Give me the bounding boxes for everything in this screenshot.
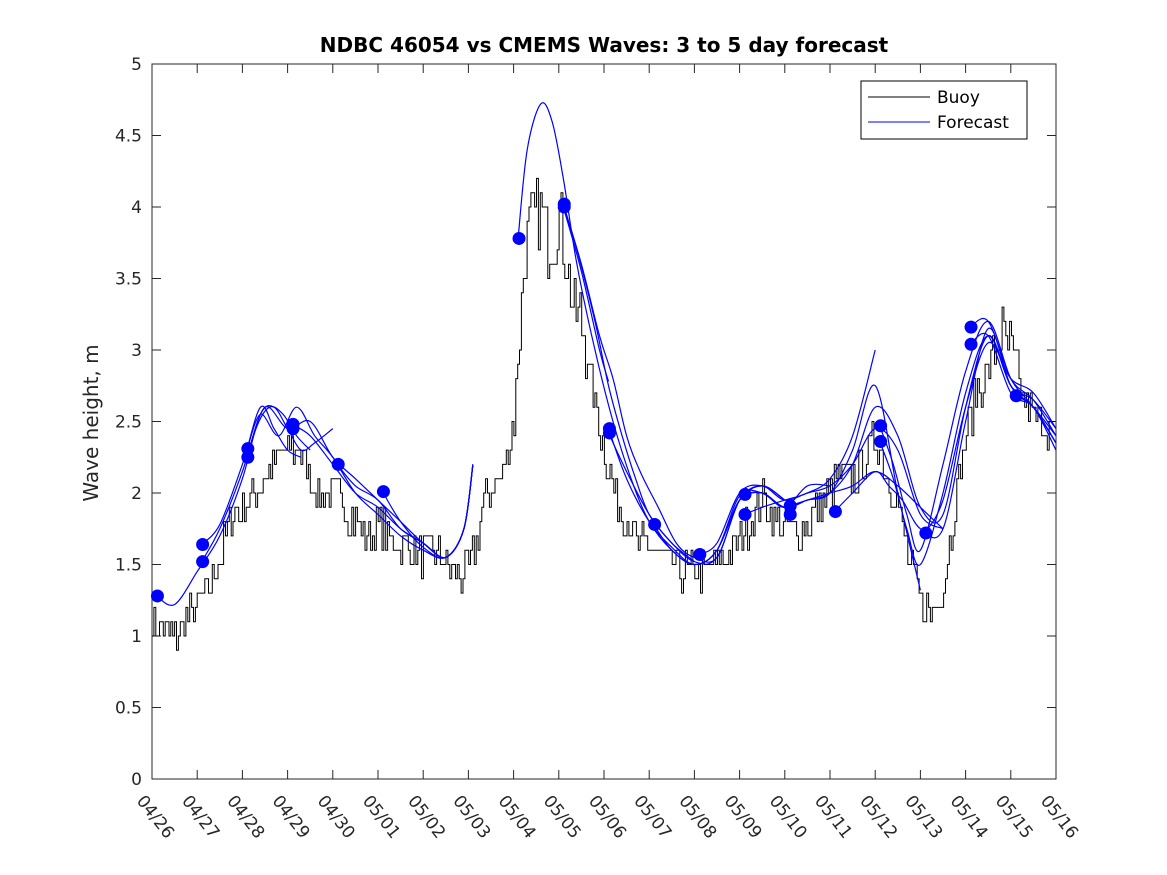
- forecast-marker: [874, 435, 888, 449]
- forecast-marker: [196, 537, 210, 551]
- forecast-line: [698, 427, 944, 556]
- y-tick-label: 3.5: [115, 270, 142, 290]
- y-tick-label: 1: [131, 627, 142, 647]
- forecast-line: [607, 432, 695, 563]
- forecast-line: [743, 349, 876, 516]
- y-tick-label: 3: [131, 341, 142, 361]
- plot-area: 00.511.522.533.544.55 04/26 04/27 04/28 04/…: [115, 55, 1082, 843]
- forecast-marker: [693, 547, 707, 561]
- y-tick-label: 1.5: [115, 556, 142, 576]
- legend-box: [860, 80, 1028, 140]
- y-tick-label: 0.5: [115, 699, 142, 719]
- forecast-marker: [964, 337, 978, 351]
- y-tick-label: 4: [131, 198, 142, 218]
- forecast-marker: [512, 231, 526, 245]
- y-tick-label: 4.5: [115, 127, 142, 147]
- chart-title: NDBC 46054 vs CMEMS Waves: 3 to 5 day fo…: [320, 33, 889, 57]
- y-axis-label: Wave height, m: [79, 344, 103, 501]
- forecast-marker: [557, 197, 571, 211]
- y-tick-label: 5: [131, 55, 142, 75]
- legend-forecast-label: Forecast: [937, 113, 1009, 133]
- y-tick-label: 0: [131, 770, 142, 790]
- forecast-marker: [964, 320, 978, 334]
- forecast-markers: [150, 197, 1023, 603]
- forecast-marker: [1009, 389, 1023, 403]
- forecast-marker: [286, 417, 300, 431]
- forecast-line: [969, 317, 1057, 437]
- forecast-marker: [602, 422, 616, 436]
- y-tick-label: 2: [131, 484, 142, 504]
- y-tick-label: 2.5: [115, 413, 142, 433]
- forecast-marker: [874, 419, 888, 433]
- forecast-marker: [241, 442, 255, 456]
- forecast-marker: [828, 505, 842, 519]
- forecast-marker: [150, 589, 164, 603]
- forecast-line: [924, 342, 1057, 534]
- legend: Buoy Forecast: [860, 80, 1028, 140]
- forecast-marker: [331, 457, 345, 471]
- forecast-marker: [919, 526, 933, 540]
- legend-buoy-label: Buoy: [937, 88, 980, 108]
- forecast-line: [562, 206, 610, 382]
- forecast-marker: [648, 517, 662, 531]
- forecast-marker: [196, 555, 210, 569]
- forecast-marker: [376, 485, 390, 499]
- forecast-line: [201, 404, 334, 562]
- forecast-marker: [738, 507, 752, 521]
- forecast-line: [201, 405, 302, 545]
- forecast-marker: [738, 487, 752, 501]
- forecast-marker: [783, 499, 797, 513]
- forecast-line: [381, 464, 474, 559]
